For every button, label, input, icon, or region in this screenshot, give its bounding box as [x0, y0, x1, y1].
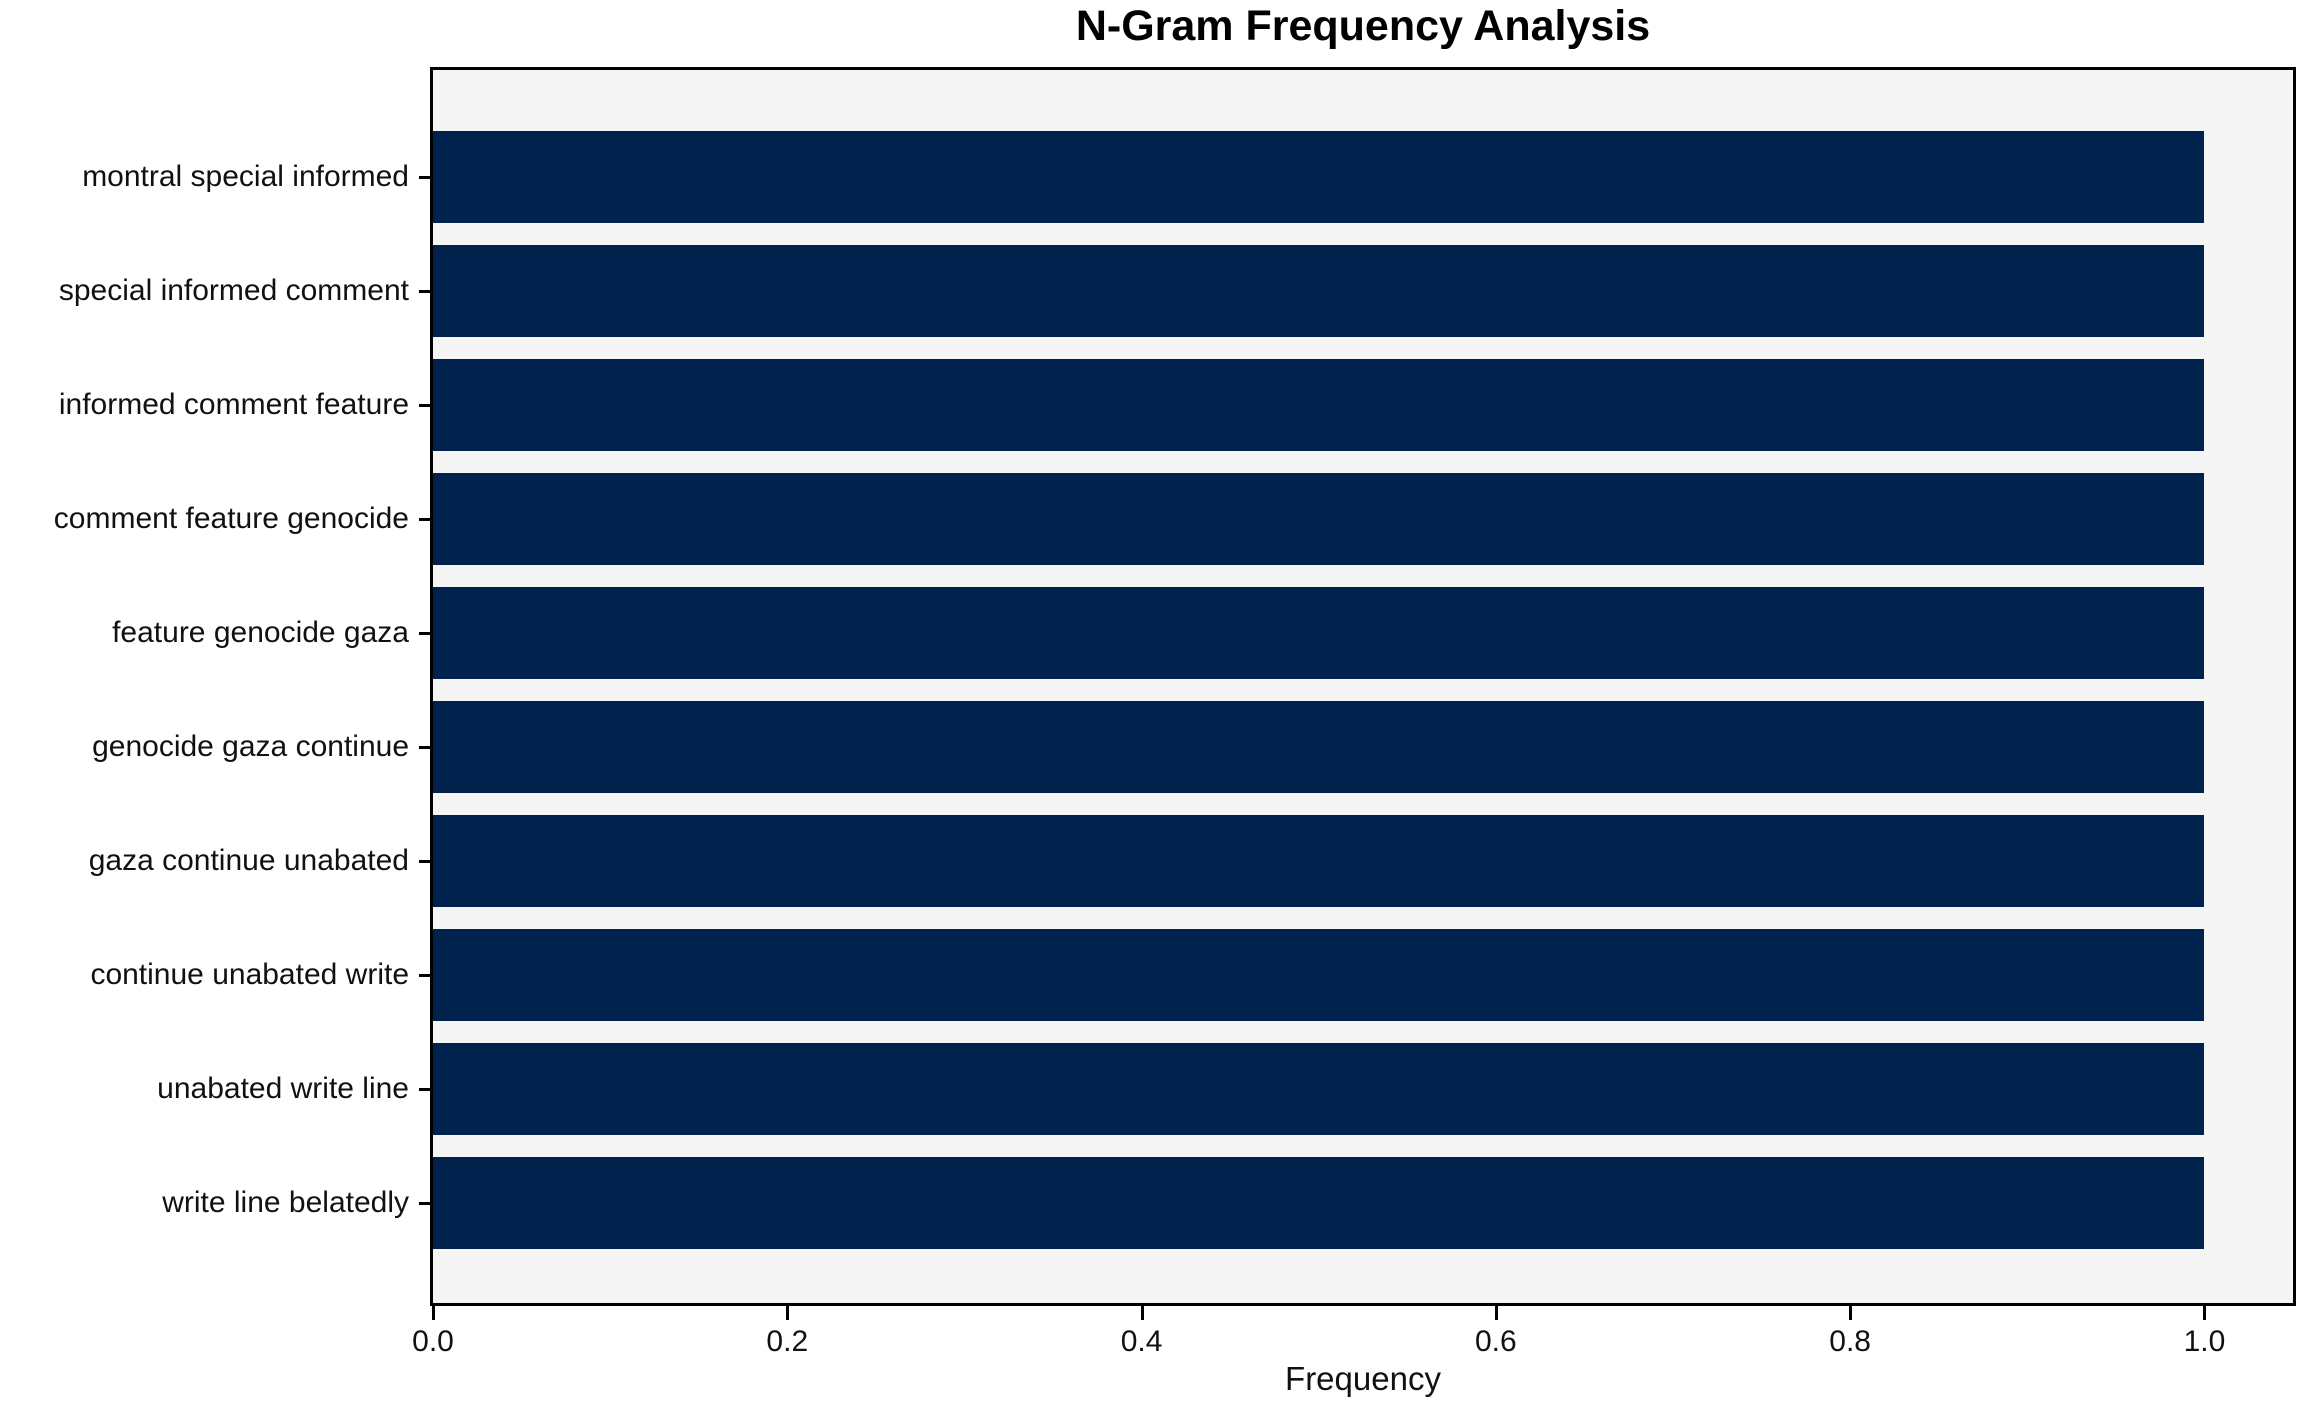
bar	[433, 359, 2204, 451]
y-tick-label: feature genocide gaza	[112, 616, 409, 649]
y-tick-label: comment feature genocide	[53, 502, 409, 535]
x-tick-mark	[1494, 1306, 1498, 1320]
bar	[433, 587, 2204, 679]
y-tick-mark	[419, 290, 433, 293]
x-tick-label: 0.0	[412, 1325, 454, 1358]
y-tick-mark	[419, 176, 433, 179]
plot-area	[430, 67, 2296, 1306]
y-tick-mark	[419, 404, 433, 407]
bar	[433, 473, 2204, 565]
y-tick-label: unabated write line	[157, 1072, 409, 1105]
x-tick-label: 0.4	[1120, 1325, 1163, 1358]
y-tick-mark	[419, 632, 433, 635]
x-tick-label: 0.2	[766, 1325, 809, 1358]
y-tick-mark	[419, 518, 433, 521]
y-tick-label: genocide gaza continue	[92, 730, 409, 763]
x-tick-mark	[1849, 1306, 1853, 1320]
x-tick-label: 0.8	[1829, 1325, 1871, 1358]
bar	[433, 701, 2204, 793]
x-tick-label: 1.0	[2183, 1325, 2226, 1358]
y-tick-label: gaza continue unabated	[88, 844, 409, 877]
bar	[433, 1157, 2204, 1249]
x-tick-mark	[1140, 1306, 1144, 1320]
y-tick-mark	[419, 1202, 433, 1205]
y-tick-label: special informed comment	[58, 274, 409, 307]
bar	[433, 1043, 2204, 1135]
x-tick-label: 0.6	[1474, 1325, 1517, 1358]
x-axis-label: Frequency	[1285, 1360, 1441, 1397]
y-tick-label: write line belatedly	[162, 1186, 409, 1219]
bar	[433, 131, 2204, 223]
x-tick-mark	[786, 1306, 790, 1320]
bar	[433, 929, 2204, 1021]
y-tick-mark	[419, 974, 433, 977]
y-tick-mark	[419, 1088, 433, 1091]
y-tick-label: informed comment feature	[58, 388, 409, 421]
y-tick-label: montral special informed	[82, 160, 409, 193]
x-tick-mark	[2203, 1306, 2207, 1320]
y-tick-mark	[419, 746, 433, 749]
bar	[433, 245, 2204, 337]
x-tick-mark	[432, 1306, 435, 1320]
bar	[433, 815, 2204, 907]
chart-title: N-Gram Frequency Analysis	[1075, 2, 1651, 50]
y-tick-label: continue unabated write	[90, 958, 409, 991]
y-tick-mark	[419, 860, 433, 863]
